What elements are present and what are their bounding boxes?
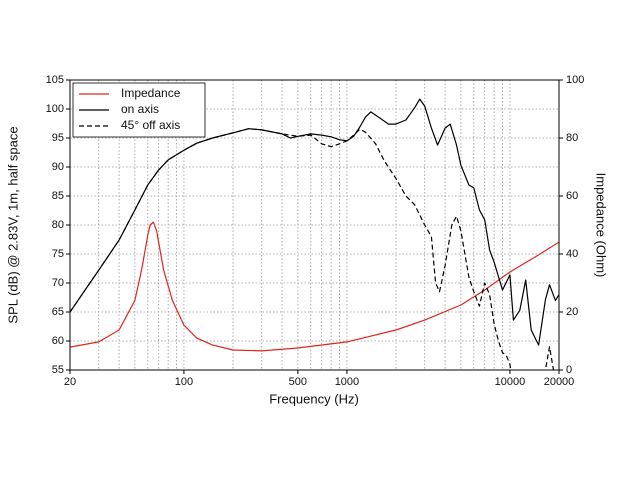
y2-tick-label: 80 bbox=[566, 132, 578, 144]
legend: Impedance on axis 45° off axis bbox=[72, 82, 206, 138]
y-tick-label: 95 bbox=[52, 132, 64, 144]
y-tick-label: 105 bbox=[46, 74, 64, 86]
y-axis-label: SPL (dB) @ 2.83V, 1m, half space bbox=[5, 126, 20, 323]
y2-tick-label: 20 bbox=[566, 306, 578, 318]
y-tick-label: 65 bbox=[52, 306, 64, 318]
legend-label: Impedance bbox=[121, 86, 181, 100]
legend-label: on axis bbox=[121, 102, 159, 116]
legend-label: 45° off axis bbox=[121, 118, 180, 132]
series-line bbox=[70, 128, 555, 370]
y-tick-label: 75 bbox=[52, 248, 64, 260]
y-tick-label: 100 bbox=[46, 103, 64, 115]
y2-axis-label: Impedance (Ohm) bbox=[594, 173, 609, 278]
y-tick-label: 60 bbox=[52, 335, 64, 347]
y-tick-label: 55 bbox=[52, 364, 64, 376]
x-tick-label: 20000 bbox=[544, 376, 575, 388]
y-tick-label: 85 bbox=[52, 190, 64, 202]
x-axis-label: Frequency (Hz) bbox=[269, 391, 359, 406]
x-tick-label: 100 bbox=[175, 376, 193, 388]
x-tick-label: 10000 bbox=[495, 376, 526, 388]
x-tick-label: 20 bbox=[64, 376, 76, 388]
y2-tick-label: 60 bbox=[566, 190, 578, 202]
x-tick-label: 1000 bbox=[335, 376, 359, 388]
y-tick-label: 90 bbox=[52, 161, 64, 173]
y-tick-label: 80 bbox=[52, 219, 64, 231]
y2-tick-label: 100 bbox=[566, 74, 584, 86]
y2-tick-label: 40 bbox=[566, 248, 578, 260]
y-tick-label: 70 bbox=[52, 277, 64, 289]
series-line bbox=[70, 98, 559, 346]
x-tick-label: 500 bbox=[289, 376, 307, 388]
y2-tick-label: 0 bbox=[566, 364, 572, 376]
lines bbox=[70, 98, 559, 370]
series-line bbox=[70, 221, 559, 352]
